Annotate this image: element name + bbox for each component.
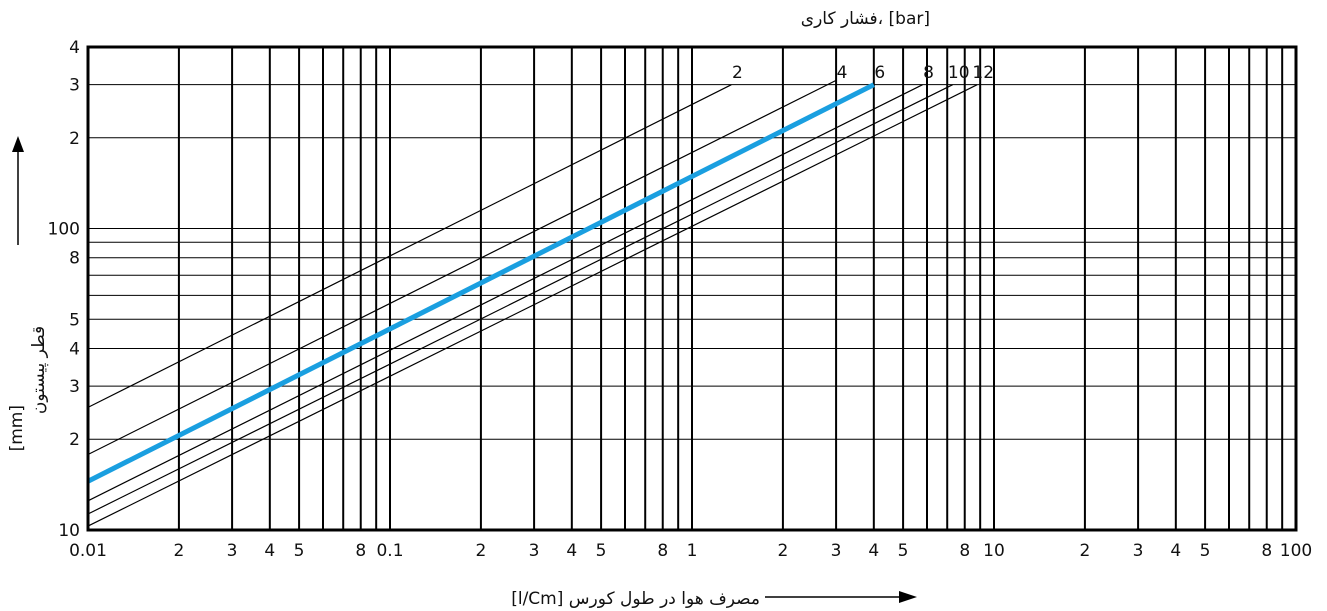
series-line-6 <box>88 82 875 484</box>
x-tick-label: 10 <box>983 541 1005 561</box>
x-tick-label: 5 <box>898 541 909 561</box>
horizontal-grid <box>88 84 1296 440</box>
x-axis-label: [l/Cm] مصرف هوا در طول کورس <box>511 589 760 609</box>
x-tick-label: 2 <box>777 541 788 561</box>
x-tick-label: 3 <box>831 541 842 561</box>
y-tick-label: 8 <box>69 249 80 269</box>
series-line-12 <box>88 84 978 527</box>
y-tick-label: 100 <box>48 220 80 240</box>
y-axis-unit: [mm] <box>7 405 27 451</box>
x-tick-label: 3 <box>529 541 540 561</box>
vertical-grid <box>177 47 1284 530</box>
x-tick-label: 1 <box>687 541 698 561</box>
x-tick-label: 5 <box>294 541 305 561</box>
y-tick-label: 4 <box>69 339 80 359</box>
series-label-4: 4 <box>837 63 848 83</box>
x-tick-label: 2 <box>173 541 184 561</box>
x-tick-label: 8 <box>959 541 970 561</box>
y-tick-label: 2 <box>69 129 80 149</box>
y-axis-label: قطر پیستون <box>29 326 49 414</box>
series-label-12: 12 <box>972 63 994 83</box>
x-tick-label: 8 <box>1261 541 1272 561</box>
series-label-2: 2 <box>732 63 743 83</box>
y-tick-label: 3 <box>69 377 80 397</box>
x-tick-label: 2 <box>475 541 486 561</box>
series-line-2 <box>88 84 732 408</box>
series-label-6: 6 <box>874 63 885 83</box>
x-tick-label: 8 <box>355 541 366 561</box>
series-line-4 <box>88 79 837 456</box>
x-axis-arrowhead <box>899 591 917 603</box>
series-label-10: 10 <box>948 63 970 83</box>
y-tick-label: 3 <box>69 76 80 96</box>
y-axis-arrowhead <box>12 136 24 152</box>
x-tick-label: 4 <box>868 541 879 561</box>
x-tick-label: 0.1 <box>376 541 403 561</box>
y-tick-labels: 10 2 3 4 5 8 100 2 3 4 <box>48 38 80 541</box>
x-tick-label: 4 <box>566 541 577 561</box>
series-labels: 2 4 6 8 10 12 <box>732 63 994 83</box>
x-tick-label: 2 <box>1079 541 1090 561</box>
series-lines <box>88 79 978 527</box>
plot-frame <box>86 45 1298 532</box>
legend-title: فشار کاری، [bar] <box>801 9 930 29</box>
series-line-10 <box>88 84 953 515</box>
x-tick-labels: 0.01 2 3 4 5 8 0.1 2 3 4 5 8 1 2 3 4 5 8 10 2 3 4 5 8 100 <box>69 541 1312 561</box>
x-tick-label: 100 <box>1280 541 1312 561</box>
y-tick-label: 5 <box>69 310 80 330</box>
y-tick-label: 10 <box>58 521 80 541</box>
x-tick-label: 4 <box>1170 541 1181 561</box>
x-tick-label: 3 <box>1133 541 1144 561</box>
x-tick-label: 8 <box>657 541 668 561</box>
x-tick-label: 5 <box>596 541 607 561</box>
x-tick-label: 3 <box>227 541 238 561</box>
series-line-8 <box>88 84 923 502</box>
y-tick-label: 2 <box>69 430 80 450</box>
y-tick-label: 4 <box>69 38 80 58</box>
x-tick-label: 5 <box>1200 541 1211 561</box>
x-tick-label: 4 <box>264 541 275 561</box>
x-tick-label: 0.01 <box>69 541 107 561</box>
series-label-8: 8 <box>923 63 934 83</box>
